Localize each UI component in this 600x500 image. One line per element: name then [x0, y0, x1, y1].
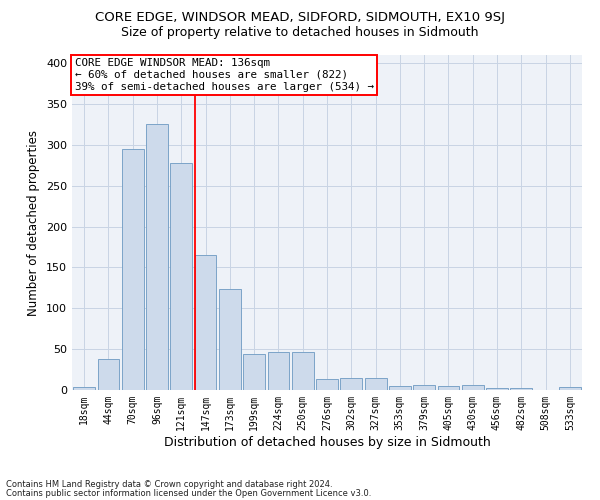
Text: CORE EDGE WINDSOR MEAD: 136sqm
← 60% of detached houses are smaller (822)
39% of: CORE EDGE WINDSOR MEAD: 136sqm ← 60% of … — [74, 58, 374, 92]
Bar — [462, 385, 484, 390]
Bar — [170, 163, 192, 390]
Bar — [486, 388, 508, 390]
Bar — [243, 354, 265, 390]
Text: Contains HM Land Registry data © Crown copyright and database right 2024.: Contains HM Land Registry data © Crown c… — [6, 480, 332, 489]
Bar — [292, 352, 314, 390]
Bar — [365, 378, 386, 390]
Text: Size of property relative to detached houses in Sidmouth: Size of property relative to detached ho… — [121, 26, 479, 39]
Bar — [219, 288, 241, 390]
Bar — [437, 386, 460, 390]
Bar — [316, 378, 338, 390]
Y-axis label: Number of detached properties: Number of detached properties — [28, 130, 40, 316]
Bar — [268, 352, 289, 390]
Text: CORE EDGE, WINDSOR MEAD, SIDFORD, SIDMOUTH, EX10 9SJ: CORE EDGE, WINDSOR MEAD, SIDFORD, SIDMOU… — [95, 11, 505, 24]
Bar — [122, 149, 143, 390]
Text: Contains public sector information licensed under the Open Government Licence v3: Contains public sector information licen… — [6, 488, 371, 498]
Bar — [340, 378, 362, 390]
Bar — [559, 386, 581, 390]
Bar — [73, 386, 95, 390]
Bar — [97, 359, 119, 390]
Bar — [511, 388, 532, 390]
X-axis label: Distribution of detached houses by size in Sidmouth: Distribution of detached houses by size … — [164, 436, 490, 448]
Bar — [389, 386, 411, 390]
Bar — [194, 255, 217, 390]
Bar — [413, 385, 435, 390]
Bar — [146, 124, 168, 390]
